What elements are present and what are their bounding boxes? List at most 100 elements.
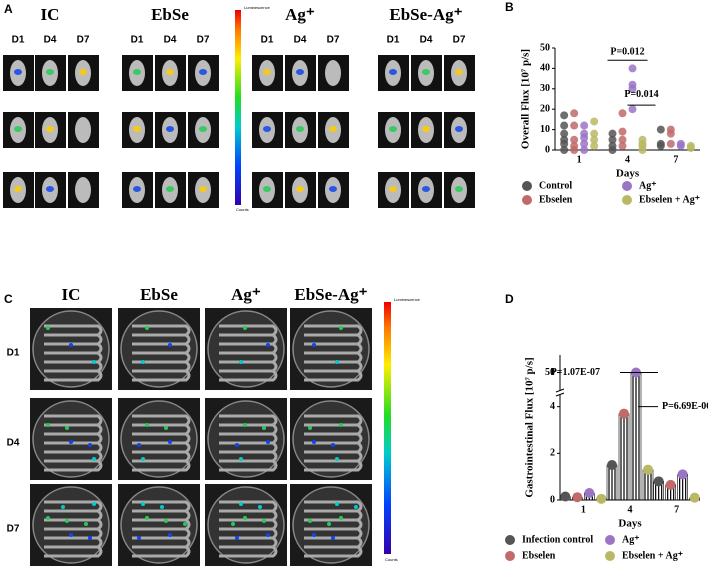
signal [455,69,463,75]
day-label: D1 [7,348,20,359]
signal [239,360,243,364]
intestine [304,500,363,558]
signal [263,186,271,192]
y-tick-label: 2 [550,448,555,459]
dot [590,117,599,126]
dot [572,492,583,503]
signal [164,426,168,430]
legend-label: Ebselen [539,194,573,205]
signal [329,186,337,192]
legend-swatch [605,551,615,561]
panel-label: B [505,0,514,14]
dot [608,146,617,154]
y-axis-label: Gastrointestinal Flux [10⁷ p/s] [524,357,536,497]
dot [677,469,688,480]
signal [46,69,54,75]
dot [580,133,589,142]
dot [666,125,675,134]
signal [339,326,343,330]
day-label: D4 [164,35,177,46]
signal [88,443,92,447]
day-label: D7 [453,35,466,46]
dish [292,400,370,478]
day-label: D4 [294,35,307,46]
dish [120,400,198,478]
x-axis-label: Days [616,168,640,180]
dot [676,141,685,150]
signal [65,519,69,523]
signal [133,69,141,75]
x-tick-label: 4 [628,504,633,515]
dot [590,135,599,144]
intestine [44,324,103,382]
signal [296,186,304,192]
signal [263,69,271,75]
signal [389,126,397,132]
x-tick-label: 1 [577,154,582,165]
group-label: IC [62,285,81,304]
signal [166,69,174,75]
signal [308,426,312,430]
signal [422,69,430,75]
signal [331,536,335,540]
dish [207,486,285,564]
day-label: D1 [387,35,400,46]
dot [560,139,569,148]
signal [168,533,172,537]
signal [329,126,337,132]
signal [183,522,187,526]
dot [570,146,579,154]
dot [560,146,569,154]
dish [120,310,198,388]
y-tick-label: 40 [540,63,550,74]
y-tick-label: 50 [545,367,555,378]
colorbar [384,302,391,554]
dish [292,310,370,388]
dot [570,135,579,144]
panel-label: A [4,2,13,16]
day-label: D1 [131,35,144,46]
annotation: P=1.07E-07 [551,367,600,378]
intestine [304,324,363,382]
signal [168,440,172,444]
colorbar [235,10,241,205]
legend-swatch [505,535,515,545]
signal [239,502,243,506]
day-label: D4 [420,35,433,46]
dot [570,121,579,130]
day-label: D7 [327,35,340,46]
legend-label: Infection control [522,534,593,545]
dot [590,129,599,138]
dot [618,127,627,136]
group-label: Ag⁺ [231,285,261,304]
mouse-body [325,60,341,86]
x-tick-label: 4 [625,154,630,165]
intestine [132,500,191,558]
signal [69,343,73,347]
dish [207,310,285,388]
signal [235,536,239,540]
dish [292,486,370,564]
signal [296,69,304,75]
day-label: D7 [197,35,210,46]
signal [312,533,316,537]
x-axis-label: Days [618,518,642,530]
signal [266,343,270,347]
day-label: D4 [44,35,57,46]
dot [580,139,589,148]
legend-label: Control [539,180,572,191]
signal [46,423,50,427]
signal [168,343,172,347]
signal [79,69,87,75]
signal [69,440,73,444]
signal [262,519,266,523]
intestine [219,324,278,382]
dot [656,141,665,150]
signal [389,69,397,75]
panel-label: C [4,292,13,306]
signal [84,522,88,526]
signal [14,126,22,132]
signal [422,126,430,132]
signal [296,126,304,132]
signal [339,516,343,520]
